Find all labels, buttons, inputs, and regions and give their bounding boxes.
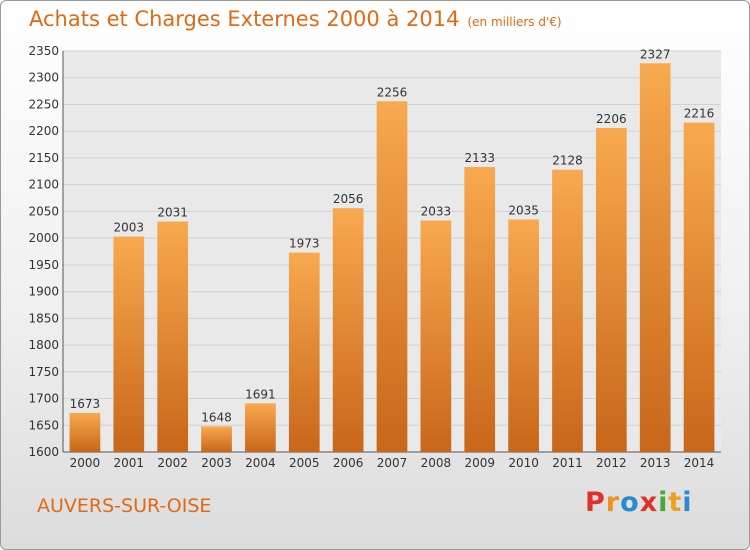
bar: [157, 221, 189, 452]
y-tick-label: 1800: [28, 338, 59, 352]
y-tick-label: 1650: [28, 418, 59, 432]
x-tick-label: 2013: [640, 456, 671, 470]
y-tick-label: 2000: [28, 231, 59, 245]
bar: [552, 169, 583, 453]
bar: [376, 101, 408, 452]
x-tick-label: 2003: [201, 456, 232, 470]
logo-letter: i: [658, 487, 669, 518]
bar-value-label: 2031: [157, 206, 188, 220]
y-tick-label: 2100: [28, 178, 59, 192]
bar: [245, 403, 276, 452]
title-text: Achats et Charges Externes 2000 à 2014: [29, 7, 460, 31]
bar: [639, 63, 671, 452]
proxiti-logo: Proxiti: [585, 487, 693, 518]
x-tick-label: 2014: [684, 456, 715, 470]
y-tick-label: 2150: [28, 151, 59, 165]
y-tick-label: 2200: [28, 124, 59, 138]
bar: [332, 208, 364, 452]
logo-letter: x: [639, 487, 659, 518]
x-tick-label: 2004: [245, 456, 276, 470]
x-tick-label: 2006: [333, 456, 364, 470]
y-tick-label: 1900: [28, 285, 59, 299]
x-tick-label: 2012: [596, 456, 627, 470]
y-tick-label: 2350: [28, 44, 59, 58]
y-tick-label: 2300: [28, 71, 59, 85]
x-tick-label: 2001: [114, 456, 145, 470]
bar-value-label: 1691: [245, 387, 276, 401]
bar-value-label: 2256: [377, 85, 408, 99]
y-tick-label: 1600: [28, 445, 59, 459]
bar-value-label: 2128: [552, 154, 583, 168]
logo-letter: t: [668, 487, 683, 518]
bar-value-label: 1673: [70, 397, 101, 411]
chart-subtitle: (en milliers d'€): [467, 15, 562, 29]
x-tick-label: 2007: [377, 456, 408, 470]
logo-letter: i: [682, 487, 693, 518]
plot-area: 1600 1650 1700 1750 1800 1850 1900 1950 2000 2050…: [28, 44, 721, 470]
x-tick-label: 2002: [157, 456, 188, 470]
bar: [201, 426, 232, 452]
bar: [113, 236, 145, 452]
x-tick-label: 2009: [464, 456, 495, 470]
bar-value-label: 2003: [114, 221, 145, 235]
logo-letter: o: [620, 487, 640, 518]
logo-letter: P: [585, 487, 606, 518]
chart-title: Achats et Charges Externes 2000 à 2014 (e…: [29, 7, 562, 31]
y-tick-label: 2050: [28, 204, 59, 218]
bar: [464, 167, 496, 453]
y-tick-label: 1750: [28, 365, 59, 379]
x-tick-label: 2008: [421, 456, 452, 470]
x-tick-label: 2010: [508, 456, 539, 470]
bar-value-label: 2035: [508, 203, 539, 217]
bar-value-label: 2216: [684, 107, 715, 121]
y-tick-label: 1850: [28, 311, 59, 325]
y-tick-label: 2250: [28, 97, 59, 111]
bar: [508, 219, 539, 452]
y-tick-label: 1700: [28, 392, 59, 406]
bar-value-label: 2056: [333, 192, 364, 206]
bar-value-label: 2206: [596, 112, 627, 126]
bar-value-label: 1973: [289, 237, 320, 251]
bar-value-label: 1648: [201, 410, 232, 424]
bar: [683, 122, 715, 453]
y-tick-label: 1950: [28, 258, 59, 272]
x-tick-label: 2011: [552, 456, 583, 470]
bar: [69, 412, 101, 452]
bar-value-label: 2327: [640, 47, 671, 61]
bar-value-label: 2033: [421, 204, 452, 218]
logo-letter: r: [605, 487, 621, 518]
bar: [595, 127, 627, 452]
bar: [420, 220, 452, 452]
x-tick-label: 2000: [70, 456, 101, 470]
city-name: AUVERS-SUR-OISE: [37, 495, 212, 517]
bar-value-label: 2133: [464, 151, 495, 165]
bar: [288, 252, 320, 452]
x-tick-label: 2005: [289, 456, 320, 470]
